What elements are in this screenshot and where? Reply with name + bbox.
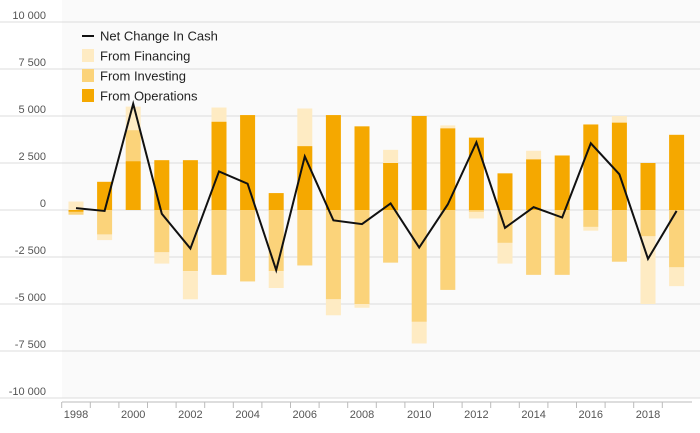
- bar-from-operations: [554, 155, 570, 210]
- bar-from-operations: [268, 193, 284, 210]
- bar-from-operations: [240, 115, 256, 210]
- bar-from-investing: [468, 210, 484, 212]
- y-tick-label: -7 500: [15, 339, 46, 351]
- bar-from-investing: [640, 210, 656, 237]
- bar-from-financing: [383, 149, 399, 163]
- bar-from-operations: [411, 116, 427, 210]
- bar-from-operations: [669, 134, 685, 210]
- bar-from-investing: [440, 210, 456, 290]
- bar-from-financing: [497, 242, 513, 264]
- x-tick-label: 1998: [64, 409, 88, 421]
- bar-from-financing: [468, 211, 484, 219]
- x-tick-label: 2000: [121, 409, 145, 421]
- x-tick-label: 2002: [178, 409, 202, 421]
- bar-from-investing: [354, 210, 370, 304]
- x-tick-label: 2004: [235, 409, 259, 421]
- x-tick-label: 2018: [636, 409, 660, 421]
- bar-from-financing: [297, 108, 313, 147]
- bar-from-investing: [526, 210, 542, 275]
- bar-from-financing: [669, 267, 685, 287]
- bar-from-investing: [268, 210, 284, 272]
- legend-label: From Financing: [100, 49, 190, 64]
- axes: 10 000 7 500 5 000 2 500 0 -2 500 -5 000 -7 500…: [9, 10, 692, 421]
- bar-from-operations: [154, 160, 170, 210]
- bar-from-financing: [125, 106, 141, 131]
- y-tick-label: 0: [40, 198, 46, 210]
- bar-from-investing: [97, 210, 113, 235]
- x-tick-label: 2006: [293, 409, 317, 421]
- y-tick-label: 2 500: [18, 151, 46, 163]
- bar-from-financing: [526, 150, 542, 160]
- bar-from-investing: [125, 130, 141, 162]
- x-tick-label: 2016: [579, 409, 603, 421]
- x-tick-label: 2008: [350, 409, 374, 421]
- bar-from-investing: [611, 210, 627, 262]
- x-tick-label: 2014: [521, 409, 545, 421]
- bar-from-operations: [440, 128, 456, 210]
- legend-item: Net Change In Cash: [82, 29, 218, 44]
- y-tick-label: -10 000: [9, 386, 46, 398]
- legend-label: Net Change In Cash: [100, 29, 218, 44]
- bar-from-financing: [440, 125, 456, 129]
- legend-swatch: [82, 69, 94, 82]
- bar-from-operations: [611, 122, 627, 210]
- legend-item: From Operations: [82, 89, 198, 104]
- bar-from-operations: [354, 126, 370, 210]
- bar-from-investing: [325, 210, 341, 300]
- legend: Net Change In Cash From Financing From Inv…: [82, 29, 218, 104]
- legend-item: From Financing: [82, 49, 190, 64]
- bar-from-financing: [154, 252, 170, 264]
- bar-from-operations: [383, 163, 399, 210]
- bar-from-financing: [268, 271, 284, 289]
- bar-from-operations: [211, 121, 227, 210]
- bar-from-operations: [497, 173, 513, 210]
- y-tick-label: 7 500: [18, 57, 46, 69]
- bar-from-investing: [383, 210, 399, 263]
- bar-from-financing: [411, 321, 427, 344]
- legend-swatch: [82, 49, 94, 62]
- x-tick-label: 2012: [464, 409, 488, 421]
- bar-from-operations: [125, 161, 141, 210]
- legend-label: From Operations: [100, 89, 198, 104]
- legend-label: From Investing: [100, 69, 186, 84]
- bar-from-operations: [640, 163, 656, 210]
- bar-from-operations: [583, 124, 599, 210]
- x-tick-label: 2010: [407, 409, 431, 421]
- legend-swatch: [82, 89, 94, 102]
- bar-from-investing: [68, 211, 84, 215]
- bar-from-operations: [182, 160, 198, 210]
- y-tick-label: -2 500: [15, 245, 46, 257]
- bar-from-financing: [611, 116, 627, 123]
- bar-from-investing: [240, 210, 256, 282]
- bar-from-operations: [68, 210, 84, 212]
- bar-from-operations: [526, 159, 542, 210]
- bar-from-operations: [468, 137, 484, 210]
- bar-from-financing: [583, 226, 599, 231]
- y-tick-label: -5 000: [15, 292, 46, 304]
- net-change-line-layer: [75, 99, 678, 274]
- bar-from-investing: [583, 210, 599, 227]
- bar-from-investing: [211, 210, 227, 275]
- bar-from-financing: [182, 271, 198, 300]
- y-tick-label: 5 000: [18, 104, 46, 116]
- y-tick-label: 10 000: [12, 10, 46, 22]
- bar-from-investing: [154, 210, 170, 253]
- bar-from-investing: [411, 210, 427, 322]
- bar-from-investing: [182, 210, 198, 272]
- bar-from-investing: [554, 210, 570, 275]
- bar-from-financing: [354, 304, 370, 308]
- bar-from-financing: [325, 299, 341, 316]
- bar-from-investing: [297, 210, 313, 266]
- bar-from-operations: [325, 115, 341, 210]
- bar-from-operations: [97, 181, 113, 210]
- bar-from-financing: [68, 201, 84, 210]
- bar-from-financing: [97, 234, 113, 241]
- bar-from-operations: [297, 146, 313, 210]
- legend-item: From Investing: [82, 69, 186, 84]
- bar-from-investing: [669, 210, 685, 268]
- bar-from-financing: [211, 107, 227, 122]
- net-change-line: [75, 99, 678, 274]
